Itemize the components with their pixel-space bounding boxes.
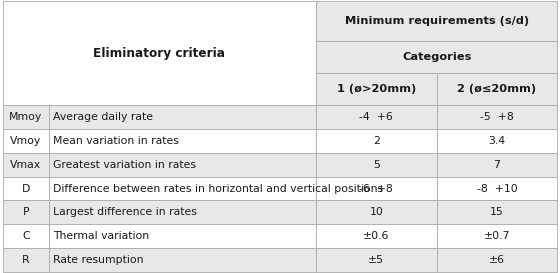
Bar (3, 177, 49, 200)
Text: Difference between rates in horizontal and vertical positions: Difference between rates in horizontal a… (53, 183, 384, 194)
Text: R: R (22, 255, 30, 265)
Text: Mmoy: Mmoy (9, 112, 43, 122)
Text: Mean variation in rates: Mean variation in rates (53, 136, 179, 146)
Text: -8  +10: -8 +10 (477, 183, 517, 194)
Text: Greatest variation in rates: Greatest variation in rates (53, 160, 197, 170)
Bar (316, 73, 437, 105)
Bar (316, 1, 557, 41)
Text: Largest difference in rates: Largest difference in rates (53, 207, 197, 217)
Bar (316, 248, 437, 272)
Text: Vmax: Vmax (10, 160, 41, 170)
Text: P: P (22, 207, 29, 217)
Bar (3, 200, 49, 224)
Bar (437, 153, 557, 177)
Text: D: D (22, 183, 30, 194)
Text: ±6: ±6 (489, 255, 505, 265)
Bar (49, 153, 316, 177)
Text: Minimum requirements (s/d): Minimum requirements (s/d) (344, 16, 529, 26)
Text: Thermal variation: Thermal variation (53, 231, 150, 241)
Bar (49, 200, 316, 224)
Text: 1 (ø>20mm): 1 (ø>20mm) (337, 84, 416, 94)
Text: Categories: Categories (402, 52, 472, 62)
Text: 7: 7 (493, 160, 500, 170)
Bar (316, 177, 437, 200)
Bar (437, 177, 557, 200)
Bar (3, 153, 49, 177)
Text: C: C (22, 231, 30, 241)
Bar (49, 129, 316, 153)
Text: 3.4: 3.4 (488, 136, 506, 146)
Text: Vmoy: Vmoy (10, 136, 41, 146)
Bar (437, 105, 557, 129)
Bar (437, 200, 557, 224)
Text: 5: 5 (373, 160, 380, 170)
Bar (316, 224, 437, 248)
Bar (316, 105, 437, 129)
Text: ±0.7: ±0.7 (484, 231, 510, 241)
Bar (316, 41, 557, 73)
Text: 2: 2 (373, 136, 380, 146)
Text: Eliminatory criteria: Eliminatory criteria (94, 47, 226, 60)
Text: ±5: ±5 (368, 255, 384, 265)
Bar (437, 224, 557, 248)
Text: ±0.6: ±0.6 (363, 231, 390, 241)
Text: 2 (ø≤20mm): 2 (ø≤20mm) (458, 84, 536, 94)
Bar (437, 129, 557, 153)
Text: 10: 10 (370, 207, 383, 217)
Bar (49, 177, 316, 200)
Bar (3, 105, 49, 129)
Text: -4  +6: -4 +6 (360, 112, 393, 122)
Bar (49, 105, 316, 129)
Bar (437, 73, 557, 105)
Text: -6  +8: -6 +8 (360, 183, 393, 194)
Bar (3, 224, 49, 248)
Text: Rate resumption: Rate resumption (53, 255, 144, 265)
Bar (49, 248, 316, 272)
Bar (3, 248, 49, 272)
Bar (3, 129, 49, 153)
Text: Average daily rate: Average daily rate (53, 112, 153, 122)
Bar (316, 129, 437, 153)
Bar (3, 1, 316, 105)
Bar (437, 248, 557, 272)
Bar (49, 224, 316, 248)
Bar (316, 153, 437, 177)
Text: 15: 15 (490, 207, 504, 217)
Bar (316, 200, 437, 224)
Text: -5  +8: -5 +8 (480, 112, 514, 122)
